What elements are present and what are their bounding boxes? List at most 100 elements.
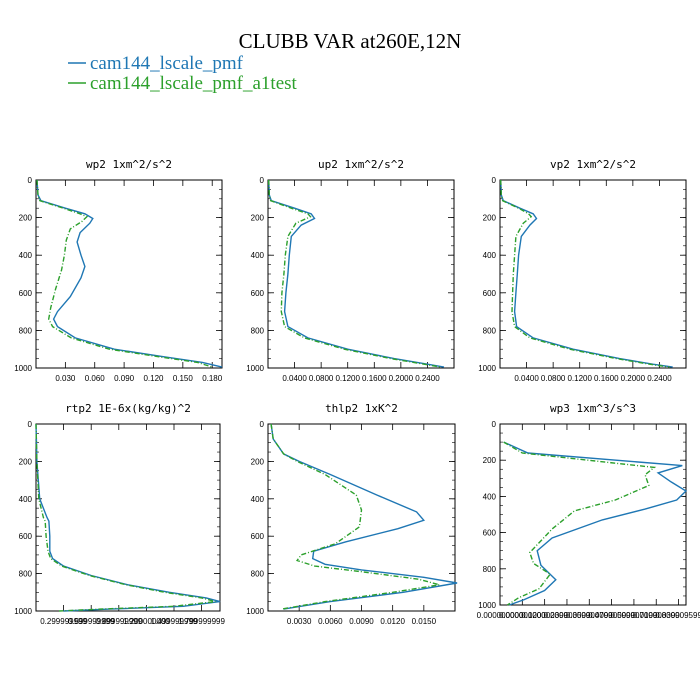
xtick-label-2-3: 0.1600 xyxy=(594,374,619,383)
panel-title-1: up2 1xm^2/s^2 xyxy=(318,158,404,171)
xtick-label-4-2: 0.0090 xyxy=(349,617,374,626)
ytick-label-1-3: 600 xyxy=(251,289,265,298)
ytick-label-4-3: 600 xyxy=(251,532,265,541)
panel-title-0: wp2 1xm^2/s^2 xyxy=(86,158,172,171)
xtick-label-5-3: 0.000003599 xyxy=(544,611,591,620)
ytick-label-1-2: 400 xyxy=(251,251,265,260)
xtick-label-5-1: 0.000001200 xyxy=(499,611,546,620)
xtick-label-2-1: 0.0800 xyxy=(541,374,566,383)
series-line-4-1 xyxy=(270,423,440,610)
plot-frame-3 xyxy=(35,423,221,612)
xtick-label-1-0: 0.0400 xyxy=(282,374,307,383)
series-line-1-0 xyxy=(268,179,445,368)
ytick-label-2-0: 0 xyxy=(492,176,497,185)
xtick-label-2-0: 0.0400 xyxy=(514,374,539,383)
xtick-label-5-5: 0.000005999 xyxy=(588,611,635,620)
ytick-label-2-2: 400 xyxy=(483,251,497,260)
xtick-label-0-5: 0.180 xyxy=(202,374,223,383)
ytick-label-2-4: 800 xyxy=(483,326,497,335)
ytick-label-0-2: 400 xyxy=(19,251,33,260)
xtick-label-2-5: 0.2400 xyxy=(647,374,672,383)
figure-title: CLUBB VAR at260E,12N xyxy=(239,29,462,53)
xtick-label-5-8: 0.000009599 xyxy=(655,611,700,620)
ytick-label-4-1: 200 xyxy=(251,457,265,466)
ytick-label-4-5: 1000 xyxy=(246,607,264,616)
ytick-label-1-1: 200 xyxy=(251,214,265,223)
panel-5: wp3 1xm^3/s^3 0 200 400 600 800 10000.00000000… xyxy=(477,402,700,620)
panel-4: thlp2 1xK^2 0 200 400 600 800 1000 0.0030 0.0060… xyxy=(246,402,458,626)
ytick-label-1-5: 1000 xyxy=(246,364,264,373)
series-line-1-1 xyxy=(268,179,441,368)
series-line-3-0 xyxy=(35,423,221,612)
ytick-label-5-5: 1000 xyxy=(478,601,496,610)
xtick-label-1-5: 0.2400 xyxy=(415,374,440,383)
xtick-label-0-2: 0.090 xyxy=(114,374,135,383)
xtick-label-0-0: 0.030 xyxy=(55,374,76,383)
xtick-label-0-4: 0.150 xyxy=(173,374,194,383)
ytick-label-2-1: 200 xyxy=(483,214,497,223)
xtick-label-5-6: 0.000007199 xyxy=(611,611,658,620)
plot-frame-5 xyxy=(499,423,687,606)
xtick-label-4-1: 0.0060 xyxy=(318,617,343,626)
ytick-label-3-5: 1000 xyxy=(14,607,32,616)
xtick-label-1-3: 0.1600 xyxy=(362,374,387,383)
ytick-label-3-2: 400 xyxy=(19,495,33,504)
ytick-label-0-4: 800 xyxy=(19,326,33,335)
panel-title-3: rtp2 1E-6x(kg/kg)^2 xyxy=(65,402,191,415)
ytick-label-2-3: 600 xyxy=(483,289,497,298)
ytick-label-3-1: 200 xyxy=(19,457,33,466)
ytick-label-5-4: 800 xyxy=(483,565,497,574)
panels: wp2 1xm^2/s^2 0 200 400 600 800 1000 0.030 0.060… xyxy=(14,158,700,626)
ytick-label-5-0: 0 xyxy=(492,420,497,429)
ytick-label-5-2: 400 xyxy=(483,492,497,501)
ytick-label-0-1: 200 xyxy=(19,214,33,223)
panel-0: wp2 1xm^2/s^2 0 200 400 600 800 1000 0.030 0.060… xyxy=(14,158,223,383)
xtick-label-3-4: 1.499999999 xyxy=(151,617,198,626)
ytick-label-0-5: 1000 xyxy=(14,364,32,373)
xtick-label-2-4: 0.2000 xyxy=(621,374,646,383)
plot-frame-2 xyxy=(499,179,687,369)
panel-2: vp2 1xm^2/s^2 0 200 400 600 800 1000 0.0400 0.08… xyxy=(478,158,687,383)
ytick-label-1-0: 0 xyxy=(260,176,265,185)
xtick-label-1-4: 0.2000 xyxy=(389,374,414,383)
panel-1: up2 1xm^2/s^2 0 200 400 600 800 1000 0.0400 0.08… xyxy=(246,158,455,383)
xtick-label-5-4: 0.000004799 xyxy=(566,611,613,620)
series-line-5-0 xyxy=(503,441,688,606)
xtick-label-1-2: 0.1200 xyxy=(335,374,360,383)
xtick-label-1-1: 0.0800 xyxy=(309,374,334,383)
xtick-label-3-3: 1.200000000 xyxy=(123,617,170,626)
ytick-label-4-4: 800 xyxy=(251,570,265,579)
xtick-label-5-2: 0.000002399 xyxy=(521,611,568,620)
series-line-4-0 xyxy=(270,423,458,610)
series-line-0-1 xyxy=(36,179,213,368)
legend-label-1: cam144_lscale_pmf_a1test xyxy=(90,73,298,94)
ytick-label-4-0: 0 xyxy=(260,420,265,429)
ytick-label-3-3: 600 xyxy=(19,532,33,541)
ytick-label-3-0: 0 xyxy=(28,420,33,429)
xtick-label-3-1: 0.599999999 xyxy=(68,617,115,626)
xtick-label-5-7: 0.000008399 xyxy=(633,611,680,620)
ytick-label-4-2: 400 xyxy=(251,495,265,504)
plot-frame-4 xyxy=(267,423,456,612)
legend: cam144_lscale_pmf cam144_lscale_pmf_a1te… xyxy=(68,53,298,94)
xtick-label-4-3: 0.0120 xyxy=(380,617,405,626)
xtick-label-3-2: 0.899999999 xyxy=(95,617,142,626)
panel-title-5: wp3 1xm^3/s^3 xyxy=(550,402,636,415)
ytick-label-5-1: 200 xyxy=(483,456,497,465)
xtick-label-3-0: 0.299999999 xyxy=(40,617,87,626)
series-line-0-0 xyxy=(36,179,223,368)
ytick-label-2-5: 1000 xyxy=(478,364,496,373)
ytick-label-5-3: 600 xyxy=(483,529,497,538)
ytick-label-3-4: 800 xyxy=(19,570,33,579)
xtick-label-5-0: 0.000000000 xyxy=(477,611,524,620)
xtick-label-4-0: 0.0030 xyxy=(287,617,312,626)
xtick-label-4-4: 0.0150 xyxy=(412,617,437,626)
panel-title-2: vp2 1xm^2/s^2 xyxy=(550,158,636,171)
series-line-2-1 xyxy=(500,179,670,368)
series-line-3-1 xyxy=(35,423,216,612)
xtick-label-0-3: 0.120 xyxy=(143,374,164,383)
xtick-label-0-1: 0.060 xyxy=(85,374,106,383)
ytick-label-1-4: 800 xyxy=(251,326,265,335)
ytick-label-0-3: 600 xyxy=(19,289,33,298)
